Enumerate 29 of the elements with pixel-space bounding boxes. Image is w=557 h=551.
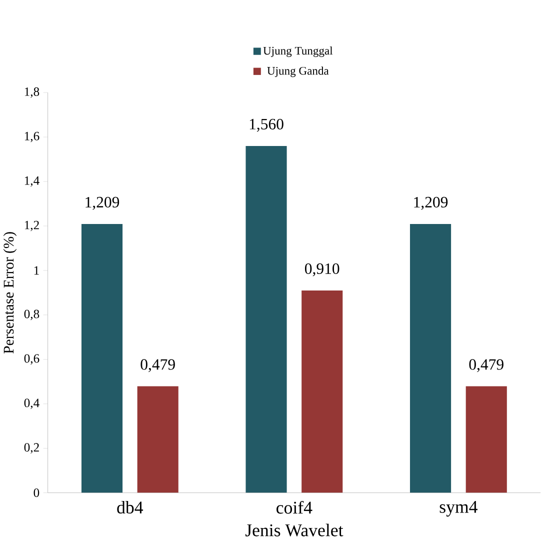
- y-tick-label: 1: [34, 266, 39, 275]
- x-axis-title: Jenis Wavelet: [245, 524, 344, 536]
- data-label: 1,209: [86, 196, 120, 210]
- y-axis-title: Persentase Error (%): [3, 232, 17, 354]
- data-label: 1,209: [414, 196, 448, 210]
- y-tick-label: 0,2: [24, 443, 39, 454]
- y-tick-label: 1,4: [24, 176, 40, 187]
- y-tick-label: 1,2: [24, 220, 39, 232]
- bar: [302, 290, 343, 493]
- data-label: 0,479: [469, 359, 504, 372]
- y-tick-label: 0,4: [24, 398, 40, 410]
- y-tick-label: 0,6: [24, 354, 40, 365]
- y-tick-label: 1,6: [24, 132, 40, 142]
- bar: [137, 386, 178, 493]
- x-tick-label: db4: [117, 500, 144, 514]
- x-tick-label: coif4: [276, 500, 312, 514]
- legend-label: Ujung Tunggal: [263, 46, 333, 57]
- y-tick-label: 1,8: [24, 87, 40, 98]
- x-tick-label: sym4: [440, 500, 478, 517]
- data-label: 1,560: [250, 118, 284, 132]
- data-label: 0,910: [304, 263, 340, 276]
- bar: [81, 224, 123, 493]
- bar: [410, 224, 452, 493]
- bar: [246, 146, 287, 493]
- bar: [466, 386, 507, 493]
- y-tick-label: 0: [34, 488, 40, 498]
- legend-label: Ujung Ganda: [267, 66, 329, 78]
- y-tick-label: 0,8: [24, 310, 40, 320]
- data-label: 0,479: [140, 359, 175, 372]
